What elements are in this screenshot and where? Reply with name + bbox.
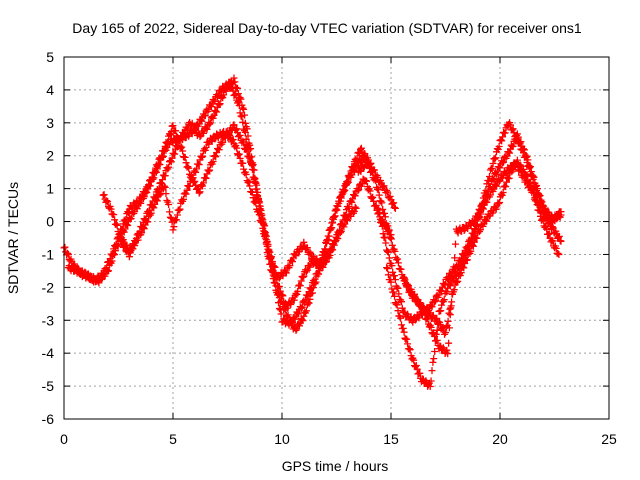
x-tick-label: 20 [492,431,508,447]
y-tick-label: 0 [46,214,54,230]
y-tick-label: -4 [42,345,55,361]
series-track-8 [354,158,563,338]
series-track-4 [117,74,395,312]
y-tick-label: -1 [42,246,55,262]
data-points [60,74,565,390]
chart-title: Day 165 of 2022, Sidereal Day-to-day VTE… [72,20,582,36]
x-tick-label: 15 [383,431,399,447]
plot-frame [63,56,610,420]
y-tick-label: 4 [46,82,54,98]
y-tick-label: -2 [42,279,55,295]
x-tick-label: 10 [274,431,290,447]
y-tick-label: 1 [46,181,54,197]
y-tick-label: 3 [46,115,54,131]
grid-lines [64,57,609,419]
x-tick-label: 0 [60,431,68,447]
x-tick-label: 25 [601,431,617,447]
y-tick-label: -6 [42,411,55,427]
x-axis-label: GPS time / hours [282,458,389,474]
data-point-markers [117,74,395,312]
x-tick-label: 5 [169,431,177,447]
y-axis-label: SDTVAR / TECUs [5,182,21,294]
y-tick-label: -5 [42,378,55,394]
x-tick-labels: 0 5 10 15 20 25 [60,431,617,447]
y-tick-label: 5 [46,49,54,65]
y-tick-label: -3 [42,312,55,328]
y-tick-label: 2 [46,148,54,164]
y-tick-labels: -6 -5 -4 -3 -2 -1 0 1 2 3 4 5 [42,49,55,427]
data-point-markers [354,158,563,338]
